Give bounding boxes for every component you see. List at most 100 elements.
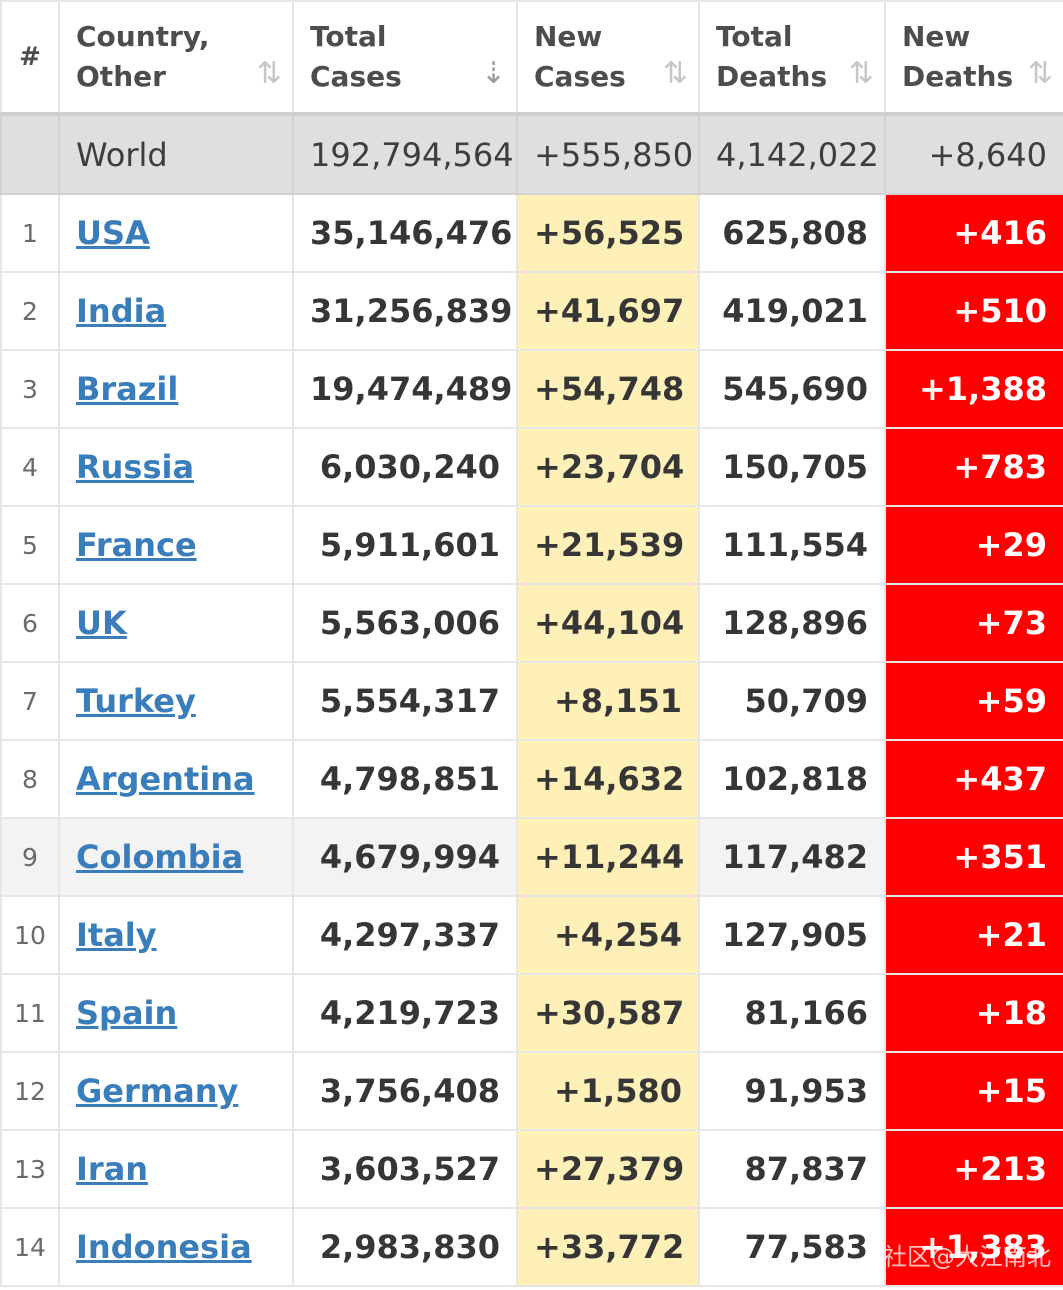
new-deaths-cell: +59 — [884, 661, 1063, 741]
country-link[interactable]: France — [76, 526, 197, 564]
total-deaths-cell: 117,482 — [698, 817, 886, 897]
rank-cell: 14 — [0, 1207, 60, 1287]
new-cases-cell: +30,587 — [516, 973, 700, 1053]
rank-cell: 12 — [0, 1051, 60, 1131]
rank-cell: 3 — [0, 349, 60, 429]
total-deaths-cell: 150,705 — [698, 427, 886, 507]
header-country[interactable]: Country, Other ⇅ — [58, 0, 294, 116]
country-cell: World — [58, 113, 294, 195]
new-deaths-cell: +15 — [884, 1051, 1063, 1131]
country-cell: Turkey — [58, 661, 294, 741]
new-deaths-cell: +510 — [884, 271, 1063, 351]
header-new-cases-label: New Cases — [534, 20, 626, 93]
sort-descending-icon[interactable]: ⇣ — [480, 56, 506, 91]
total-cases-cell: 3,603,527 — [292, 1129, 518, 1209]
new-cases-cell: +14,632 — [516, 739, 700, 819]
country-link[interactable]: Italy — [76, 916, 157, 954]
rank-cell: 9 — [0, 817, 60, 897]
total-deaths-cell: 91,953 — [698, 1051, 886, 1131]
header-total-deaths-label: Total Deaths — [716, 20, 828, 93]
rank-cell: 13 — [0, 1129, 60, 1209]
country-link[interactable]: Iran — [76, 1150, 149, 1188]
total-cases-cell: 4,679,994 — [292, 817, 518, 897]
new-cases-cell: +23,704 — [516, 427, 700, 507]
country-cell: France — [58, 505, 294, 585]
new-deaths-cell: +437 — [884, 739, 1063, 819]
table-row: 12 Germany 3,756,408 +1,580 91,953 +15 — [0, 1051, 1063, 1131]
country-link[interactable]: Spain — [76, 994, 178, 1032]
rank-cell: 11 — [0, 973, 60, 1053]
country-link[interactable]: India — [76, 292, 167, 330]
country-link[interactable]: Argentina — [76, 760, 255, 798]
total-deaths-cell: 128,896 — [698, 583, 886, 663]
header-new-deaths-label: New Deaths — [902, 20, 1014, 93]
country-cell: Italy — [58, 895, 294, 975]
new-cases-cell: +8,151 — [516, 661, 700, 741]
country-cell: Argentina — [58, 739, 294, 819]
country-link[interactable]: UK — [76, 604, 127, 642]
new-cases-cell: +54,748 — [516, 349, 700, 429]
watermark: 社区@大江南北 — [883, 1243, 1051, 1271]
total-deaths-cell: 545,690 — [698, 349, 886, 429]
sort-icon[interactable]: ⇅ — [256, 56, 282, 91]
rank-cell: 2 — [0, 271, 60, 351]
sort-icon[interactable]: ⇅ — [848, 56, 874, 91]
table-row: 9 Colombia 4,679,994 +11,244 117,482 +351 — [0, 817, 1063, 897]
table-row: 8 Argentina 4,798,851 +14,632 102,818 +437 — [0, 739, 1063, 819]
new-cases-cell: +4,254 — [516, 895, 700, 975]
new-deaths-cell: +18 — [884, 973, 1063, 1053]
header-new-deaths[interactable]: New Deaths ⇅ — [884, 0, 1063, 116]
new-deaths-cell: +21 — [884, 895, 1063, 975]
country-cell: UK — [58, 583, 294, 663]
country-cell: Spain — [58, 973, 294, 1053]
new-cases-cell: +41,697 — [516, 271, 700, 351]
sort-icon[interactable]: ⇅ — [1027, 56, 1053, 91]
country-link[interactable]: USA — [76, 214, 150, 252]
rank-cell: 1 — [0, 193, 60, 273]
header-new-cases[interactable]: New Cases ⇅ — [516, 0, 700, 116]
new-deaths-cell: +8,640 — [884, 113, 1063, 195]
table-row: 10 Italy 4,297,337 +4,254 127,905 +21 — [0, 895, 1063, 975]
rank-cell: 5 — [0, 505, 60, 585]
table-row: 1 USA 35,146,476 +56,525 625,808 +416 — [0, 193, 1063, 273]
total-cases-cell: 4,219,723 — [292, 973, 518, 1053]
country-link[interactable]: Turkey — [76, 682, 196, 720]
new-deaths-cell: +783 — [884, 427, 1063, 507]
table-row: 5 France 5,911,601 +21,539 111,554 +29 — [0, 505, 1063, 585]
rank-cell: 4 — [0, 427, 60, 507]
new-cases-cell: +555,850 — [516, 113, 700, 195]
total-cases-cell: 5,554,317 — [292, 661, 518, 741]
new-deaths-cell: +213 — [884, 1129, 1063, 1209]
header-row: # Country, Other ⇅ Total Cases ⇣ New Cases … — [0, 0, 1063, 116]
country-cell: Brazil — [58, 349, 294, 429]
total-cases-cell: 6,030,240 — [292, 427, 518, 507]
new-deaths-cell: +351 — [884, 817, 1063, 897]
table-row: 2 India 31,256,839 +41,697 419,021 +510 — [0, 271, 1063, 351]
sort-icon[interactable]: ⇅ — [662, 56, 688, 91]
rank-cell: 7 — [0, 661, 60, 741]
country-cell: Germany — [58, 1051, 294, 1131]
country-link[interactable]: Colombia — [76, 838, 244, 876]
rank-cell: 6 — [0, 583, 60, 663]
country-cell: Indonesia — [58, 1207, 294, 1287]
new-cases-cell: +44,104 — [516, 583, 700, 663]
header-rank-label: # — [19, 42, 41, 72]
new-cases-cell: +1,580 — [516, 1051, 700, 1131]
country-link[interactable]: Indonesia — [76, 1228, 252, 1266]
table-row: 14 Indonesia 2,983,830 +33,772 77,583 +1,383 — [0, 1207, 1063, 1287]
header-total-cases[interactable]: Total Cases ⇣ — [292, 0, 518, 116]
country-link[interactable]: Russia — [76, 448, 195, 486]
total-deaths-cell: 77,583 — [698, 1207, 886, 1287]
header-rank: # — [0, 0, 60, 116]
total-cases-cell: 19,474,489 — [292, 349, 518, 429]
header-total-deaths[interactable]: Total Deaths ⇅ — [698, 0, 886, 116]
country-cell: Iran — [58, 1129, 294, 1209]
new-deaths-cell: +29 — [884, 505, 1063, 585]
new-deaths-cell: +1,383 — [884, 1207, 1063, 1287]
country-link[interactable]: Germany — [76, 1072, 239, 1110]
total-deaths-cell: 419,021 — [698, 271, 886, 351]
country-cell: Russia — [58, 427, 294, 507]
country-link[interactable]: Brazil — [76, 370, 179, 408]
rank-cell: 8 — [0, 739, 60, 819]
world-total-row: World 192,794,564 +555,850 4,142,022 +8,… — [0, 113, 1063, 195]
